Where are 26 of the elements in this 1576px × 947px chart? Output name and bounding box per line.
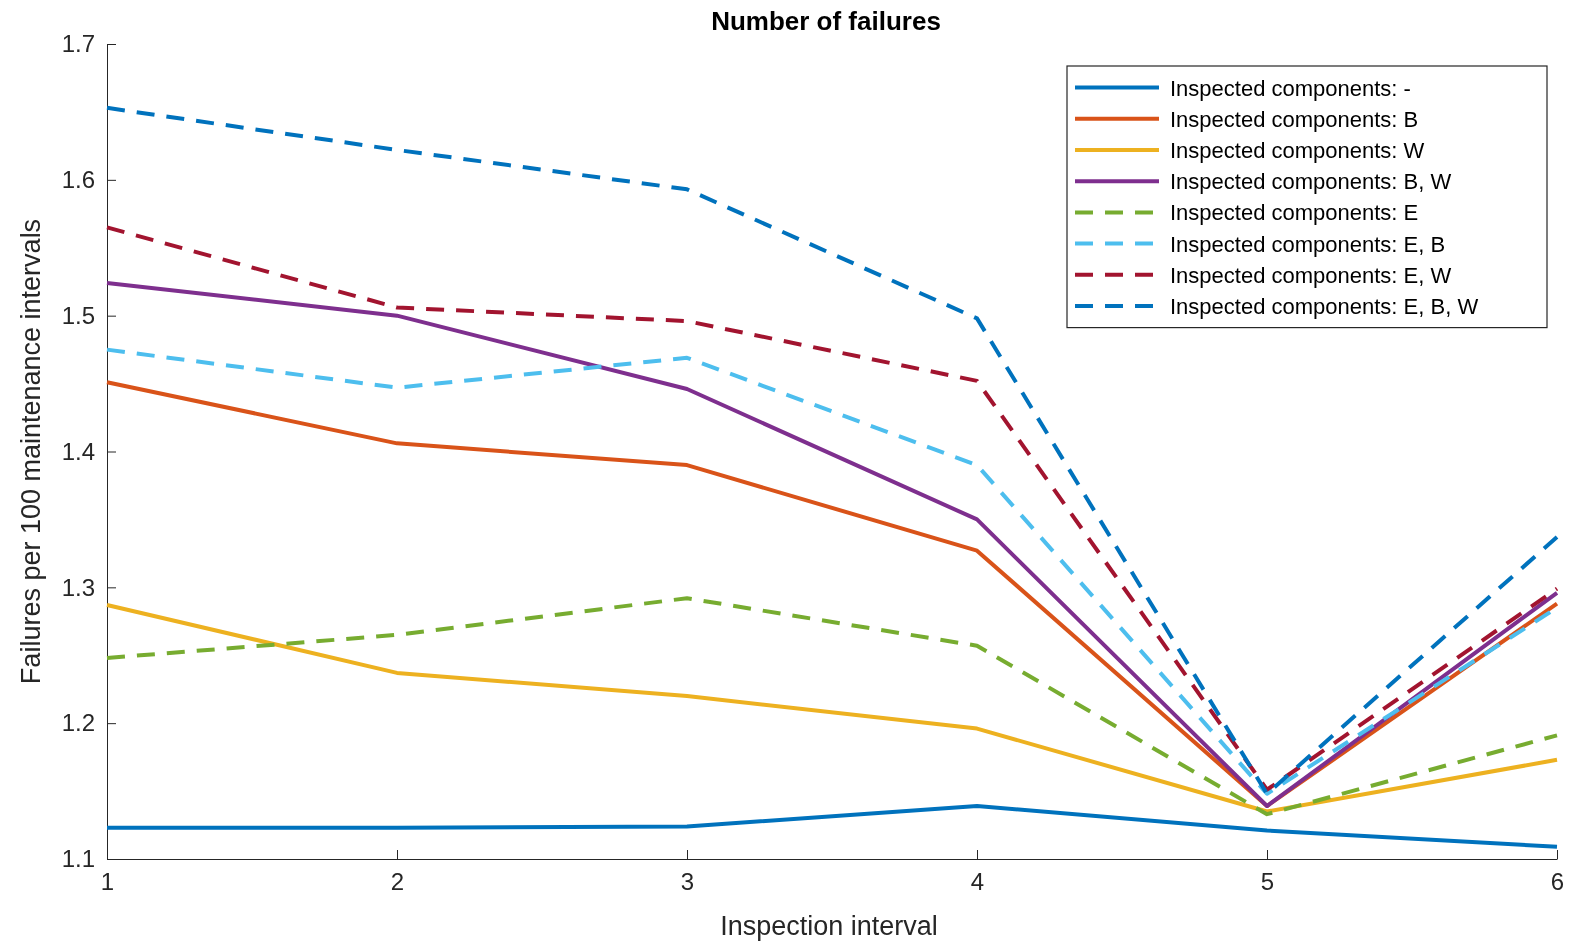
legend-label: Inspected components: - bbox=[1170, 75, 1411, 101]
x-tick-label: 3 bbox=[680, 868, 695, 896]
legend-label: Inspected components: E, B, W bbox=[1170, 294, 1479, 319]
x-tick-label: 1 bbox=[100, 868, 115, 896]
legend-label: Inspected components: E, B bbox=[1170, 231, 1446, 257]
y-axis-title: Failures per 100 maintenance intervals bbox=[16, 218, 46, 685]
legend-label: Inspected components: W bbox=[1170, 138, 1425, 163]
x-tick-label: 2 bbox=[390, 868, 405, 896]
x-tick-label: 5 bbox=[1260, 868, 1275, 896]
legend-label: Inspected components: B, W bbox=[1170, 169, 1452, 195]
y-tick-label: 1.5 bbox=[61, 301, 95, 329]
y-tick-label: 1.7 bbox=[61, 30, 95, 58]
x-axis-title: Inspection interval bbox=[720, 911, 938, 941]
y-tick-label: 1.1 bbox=[61, 845, 95, 873]
y-tick-label: 1.2 bbox=[61, 709, 95, 737]
y-tick-label: 1.4 bbox=[61, 437, 95, 465]
legend-label: Inspected components: B bbox=[1170, 106, 1419, 132]
x-tick-label: 6 bbox=[1550, 868, 1565, 896]
legend-label: Inspected components: E bbox=[1170, 200, 1419, 226]
line-series bbox=[105, 105, 1559, 796]
legend-label: Inspected components: E, W bbox=[1170, 262, 1452, 288]
x-tick-label: 4 bbox=[970, 868, 985, 896]
chart-title: Number of failures bbox=[711, 6, 941, 36]
y-tick-label: 1.3 bbox=[61, 573, 95, 601]
line-series bbox=[105, 804, 1559, 849]
y-tick-label: 1.6 bbox=[61, 166, 95, 194]
